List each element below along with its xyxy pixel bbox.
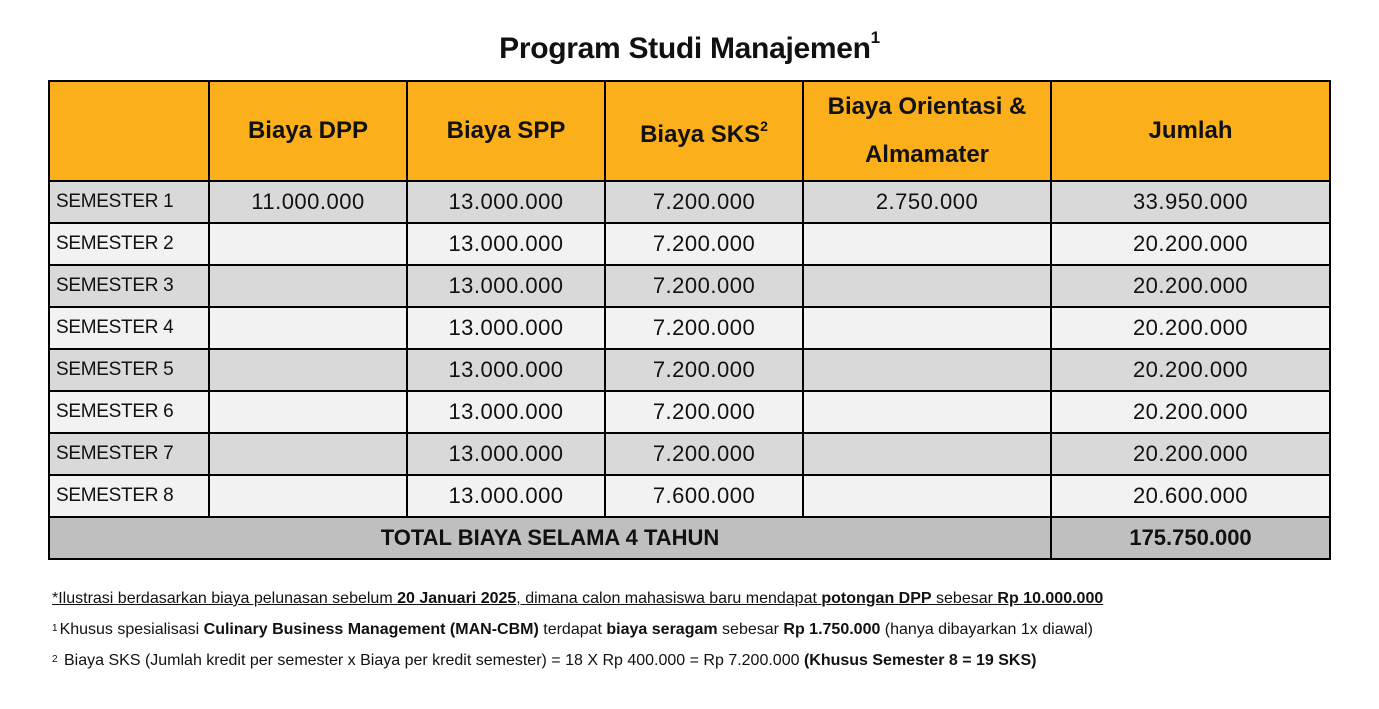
- cell-jumlah: 20.200.000: [1050, 264, 1331, 308]
- note-bold: Rp 1.750.000: [783, 621, 881, 638]
- total-label: TOTAL BIAYA SELAMA 4 TAHUN: [48, 516, 1052, 560]
- cell-dpp: [208, 474, 408, 518]
- cell-jumlah: 33.950.000: [1050, 180, 1331, 224]
- header-jumlah: Jumlah: [1050, 80, 1331, 182]
- cell-semester: SEMESTER 1: [48, 180, 210, 224]
- title-footnote-mark: 1: [870, 28, 880, 47]
- note-bold: potongan DPP: [821, 590, 932, 607]
- note-text: Khusus spesialisasi: [59, 621, 204, 638]
- note-text: *Ilustrasi berdasarkan biaya pelunasan s…: [52, 590, 398, 607]
- note-text: Biaya SKS (Jumlah kredit per semester x …: [59, 652, 804, 669]
- cell-sks: 7.600.000: [604, 474, 804, 518]
- cell-orientasi: [802, 474, 1052, 518]
- cell-orientasi: 2.750.000: [802, 180, 1052, 224]
- total-value: 175.750.000: [1050, 516, 1331, 560]
- cell-sks: 7.200.000: [604, 180, 804, 224]
- note-text: sebesar: [931, 590, 998, 607]
- page-title-text: Program Studi Manajemen: [499, 32, 871, 65]
- note-2: 2 Biaya SKS (Jumlah kredit per semester …: [52, 650, 1103, 681]
- note-1: 1 Khusus spesialisasi Culinary Business M…: [52, 619, 1103, 650]
- cell-spp: 13.000.000: [406, 306, 606, 350]
- header-sks: Biaya SKS2: [604, 80, 804, 182]
- table-row: SEMESTER 1 11.000.000 13.000.000 7.200.0…: [48, 180, 1331, 224]
- cell-orientasi: [802, 306, 1052, 350]
- cell-spp: 13.000.000: [406, 180, 606, 224]
- note-bold: biaya seragam: [606, 621, 718, 638]
- note-text: (hanya dibayarkan 1x diawal): [880, 621, 1093, 638]
- table-row: SEMESTER 5 13.000.000 7.200.000 20.200.0…: [48, 348, 1331, 392]
- cell-spp: 13.000.000: [406, 222, 606, 266]
- cell-semester: SEMESTER 2: [48, 222, 210, 266]
- cell-spp: 13.000.000: [406, 348, 606, 392]
- header-semester: [48, 80, 210, 182]
- cell-orientasi: [802, 348, 1052, 392]
- cell-orientasi: [802, 264, 1052, 308]
- table-row: SEMESTER 3 13.000.000 7.200.000 20.200.0…: [48, 264, 1331, 308]
- cell-sks: 7.200.000: [604, 390, 804, 434]
- header-orientasi: Biaya Orientasi & Almamater: [802, 80, 1052, 182]
- table-row: SEMESTER 2 13.000.000 7.200.000 20.200.0…: [48, 222, 1331, 266]
- cell-dpp: [208, 222, 408, 266]
- note-bold: Rp 10.000.000: [997, 590, 1104, 607]
- cell-jumlah: 20.600.000: [1050, 474, 1331, 518]
- cell-sks: 7.200.000: [604, 348, 804, 392]
- cell-orientasi: [802, 222, 1052, 266]
- cell-jumlah: 20.200.000: [1050, 306, 1331, 350]
- cell-orientasi: [802, 390, 1052, 434]
- table-row: SEMESTER 8 13.000.000 7.600.000 20.600.0…: [48, 474, 1331, 518]
- cell-sks: 7.200.000: [604, 264, 804, 308]
- note-text: , dimana calon mahasiswa baru mendapat: [516, 590, 822, 607]
- header-orientasi-line1: Biaya Orientasi &: [827, 93, 1027, 120]
- note-bold: 20 Januari 2025: [397, 590, 517, 607]
- cell-semester: SEMESTER 6: [48, 390, 210, 434]
- cell-dpp: [208, 306, 408, 350]
- cell-spp: 13.000.000: [406, 432, 606, 476]
- cell-semester: SEMESTER 5: [48, 348, 210, 392]
- header-spp: Biaya SPP: [406, 80, 606, 182]
- fee-table: Biaya DPP Biaya SPP Biaya SKS2 Biaya Ori…: [48, 80, 1331, 560]
- header-sks-label: Biaya SKS: [640, 120, 761, 148]
- cell-jumlah: 20.200.000: [1050, 390, 1331, 434]
- note-text: sebesar: [717, 621, 784, 638]
- cell-semester: SEMESTER 8: [48, 474, 210, 518]
- header-dpp: Biaya DPP: [208, 80, 408, 182]
- cell-dpp: [208, 432, 408, 476]
- cell-jumlah: 20.200.000: [1050, 222, 1331, 266]
- table-row: SEMESTER 6 13.000.000 7.200.000 20.200.0…: [48, 390, 1331, 434]
- cell-dpp: [208, 348, 408, 392]
- note-illustration: *Ilustrasi berdasarkan biaya pelunasan s…: [52, 588, 1103, 619]
- cell-jumlah: 20.200.000: [1050, 432, 1331, 476]
- page-title: Program Studi Manajemen1: [0, 28, 1379, 66]
- cell-orientasi: [802, 432, 1052, 476]
- footnote-mark: 1: [52, 623, 58, 634]
- cell-jumlah: 20.200.000: [1050, 348, 1331, 392]
- cell-sks: 7.200.000: [604, 306, 804, 350]
- footnotes: *Ilustrasi berdasarkan biaya pelunasan s…: [52, 588, 1103, 681]
- cell-spp: 13.000.000: [406, 264, 606, 308]
- footnote-mark: 2: [52, 654, 58, 665]
- cell-dpp: 11.000.000: [208, 180, 408, 224]
- table-header-row: Biaya DPP Biaya SPP Biaya SKS2 Biaya Ori…: [48, 80, 1331, 182]
- cell-sks: 7.200.000: [604, 222, 804, 266]
- note-bold: Culinary Business Management (MAN-CBM): [203, 621, 539, 638]
- total-row: TOTAL BIAYA SELAMA 4 TAHUN 175.750.000: [48, 516, 1331, 560]
- header-orientasi-line2: Almamater: [864, 141, 990, 168]
- cell-semester: SEMESTER 4: [48, 306, 210, 350]
- cell-sks: 7.200.000: [604, 432, 804, 476]
- cell-dpp: [208, 264, 408, 308]
- table-row: SEMESTER 4 13.000.000 7.200.000 20.200.0…: [48, 306, 1331, 350]
- note-bold: (Khusus Semester 8 = 19 SKS): [803, 652, 1037, 669]
- cell-spp: 13.000.000: [406, 390, 606, 434]
- cell-spp: 13.000.000: [406, 474, 606, 518]
- cell-semester: SEMESTER 7: [48, 432, 210, 476]
- header-sks-footnote: 2: [760, 117, 768, 134]
- table-row: SEMESTER 7 13.000.000 7.200.000 20.200.0…: [48, 432, 1331, 476]
- cell-dpp: [208, 390, 408, 434]
- cell-semester: SEMESTER 3: [48, 264, 210, 308]
- note-text: terdapat: [538, 621, 607, 638]
